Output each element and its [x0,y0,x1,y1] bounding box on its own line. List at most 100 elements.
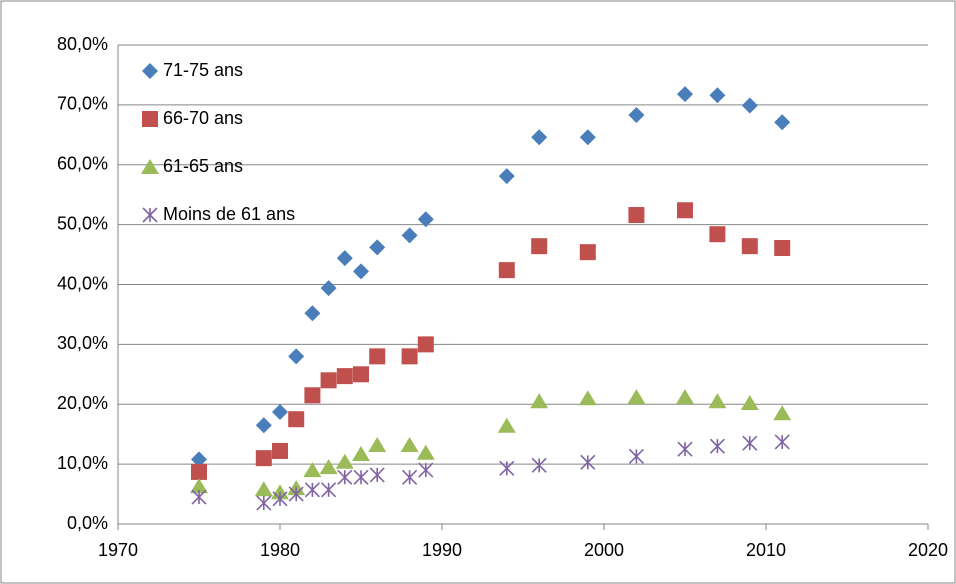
point [369,348,386,365]
point [191,451,207,468]
point [531,238,548,255]
point [773,405,792,421]
point [628,107,645,124]
point [141,159,159,174]
point [498,168,515,185]
point [142,207,158,223]
point [741,238,758,255]
point [191,489,207,505]
point [417,336,434,353]
point [272,442,288,459]
point [288,411,305,428]
y-tick-label: 40,0% [57,273,108,293]
point [190,478,208,494]
point [709,438,725,454]
point [709,226,726,243]
point [741,97,758,114]
point [740,395,759,411]
point [499,460,515,476]
point [191,463,207,480]
point [272,404,288,421]
point [400,436,419,452]
point [255,417,272,434]
point [628,207,645,224]
point [271,484,289,500]
point [578,390,597,406]
x-tick-label: 2010 [746,540,786,560]
legend-label: 61-65 ans [163,156,243,176]
point [742,435,758,451]
point [497,417,516,433]
point [417,211,434,228]
point [369,239,386,256]
point [142,111,158,127]
point [531,129,548,146]
y-tick-label: 30,0% [57,333,108,353]
legend-label: 71-75 ans [163,60,243,80]
y-tick-label: 10,0% [57,453,108,473]
point [677,441,693,457]
point [369,467,385,483]
point [255,450,272,467]
point [353,263,369,280]
y-tick-label: 20,0% [57,393,108,413]
point [708,393,727,409]
y-tick-label: 80,0% [57,34,108,54]
point [401,348,418,365]
point [336,368,353,385]
point [368,436,387,452]
point [676,389,694,405]
y-tick-label: 60,0% [57,154,108,174]
point [628,448,644,464]
point [677,86,693,103]
point [498,262,515,279]
point [352,445,370,461]
point [288,348,305,365]
point [319,459,338,475]
point [288,486,304,502]
point [709,87,726,104]
point [321,482,337,498]
y-tick-label: 70,0% [57,94,108,114]
point [530,393,549,409]
point [304,482,320,498]
point [579,244,596,261]
x-tick-label: 2020 [908,540,948,560]
point [142,63,158,79]
point [337,469,353,485]
point [303,462,322,478]
point [254,481,273,497]
point [774,434,790,450]
point [402,469,418,485]
point [677,202,693,219]
x-tick-label: 1980 [260,540,300,560]
point [774,239,791,256]
point [256,495,272,511]
point [627,389,646,405]
x-tick-label: 1970 [98,540,138,560]
point [353,366,369,383]
point [353,469,369,485]
x-tick-label: 2000 [584,540,624,560]
point [320,280,337,297]
point [416,444,435,460]
point [531,457,547,473]
y-tick-label: 0,0% [67,513,108,533]
point [418,462,434,478]
point [336,250,353,267]
point [335,453,354,469]
legend-label: Moins de 61 ans [163,204,295,224]
y-tick-label: 50,0% [57,213,108,233]
point [304,387,321,404]
legend-label: 66-70 ans [163,108,243,128]
point [579,129,596,146]
point [774,114,791,131]
x-tick-label: 1990 [422,540,462,560]
point [304,305,321,322]
point [272,491,288,507]
point [580,454,596,470]
point [320,372,337,389]
